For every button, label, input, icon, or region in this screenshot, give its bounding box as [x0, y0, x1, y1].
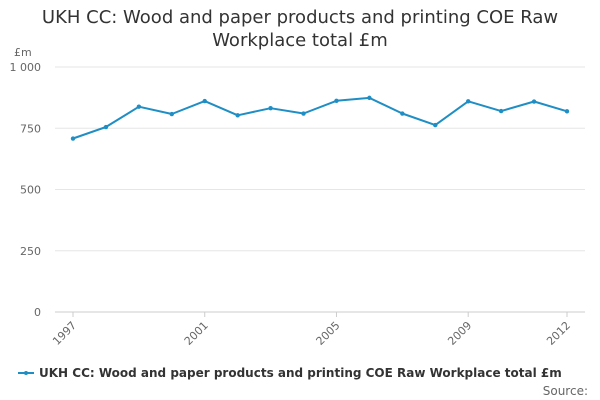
x-tick-label: 2009 — [445, 319, 474, 348]
data-point[interactable] — [466, 99, 471, 104]
data-point[interactable] — [202, 98, 207, 104]
chart-title: UKH CC: Wood and paper products and prin… — [0, 6, 600, 52]
chart-title-line-2: Workplace total £m — [212, 30, 388, 51]
data-point[interactable] — [103, 124, 109, 130]
y-tick-label: 750 — [20, 122, 41, 135]
data-point[interactable] — [136, 104, 142, 109]
data-point[interactable] — [169, 111, 174, 117]
legend-swatch-icon — [18, 368, 34, 378]
data-point[interactable] — [70, 136, 76, 141]
grid-lines — [55, 66, 585, 313]
x-tick-label: 1997 — [50, 319, 79, 348]
x-tick-label: 2012 — [544, 319, 573, 348]
series-line — [72, 96, 568, 140]
source-label: Source: — [542, 384, 588, 398]
data-point[interactable] — [334, 98, 339, 104]
y-tick-label: 1 000 — [10, 61, 42, 74]
data-point[interactable] — [235, 113, 240, 118]
chart-title-line-1: UKH CC: Wood and paper products and prin… — [41, 7, 559, 28]
legend[interactable]: UKH CC: Wood and paper products and prin… — [18, 366, 562, 380]
data-point[interactable] — [498, 108, 504, 114]
data-point[interactable] — [564, 109, 570, 114]
x-axis-labels: 1997 2001 2005 2009 2012 — [50, 312, 573, 348]
series-layer — [70, 95, 570, 141]
legend-label: UKH CC: Wood and paper products and prin… — [39, 366, 562, 380]
y-tick-label: 500 — [20, 184, 41, 197]
x-tick-label: 2001 — [182, 319, 211, 348]
data-point[interactable] — [301, 111, 306, 116]
x-tick-label: 2005 — [314, 319, 343, 348]
y-tick-label: 0 — [34, 306, 41, 319]
y-axis-labels: 0 250 500 750 1 000 — [10, 61, 42, 319]
y-axis-unit-label: £m — [14, 46, 32, 59]
data-point[interactable] — [433, 122, 438, 128]
data-point[interactable] — [400, 111, 405, 116]
data-point[interactable] — [268, 105, 273, 111]
y-tick-label: 250 — [20, 245, 41, 258]
data-point[interactable] — [531, 99, 537, 104]
data-point[interactable] — [367, 95, 372, 101]
